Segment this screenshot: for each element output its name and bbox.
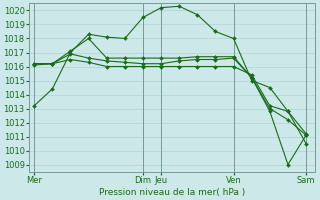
X-axis label: Pression niveau de la mer( hPa ): Pression niveau de la mer( hPa ): [99, 188, 245, 197]
